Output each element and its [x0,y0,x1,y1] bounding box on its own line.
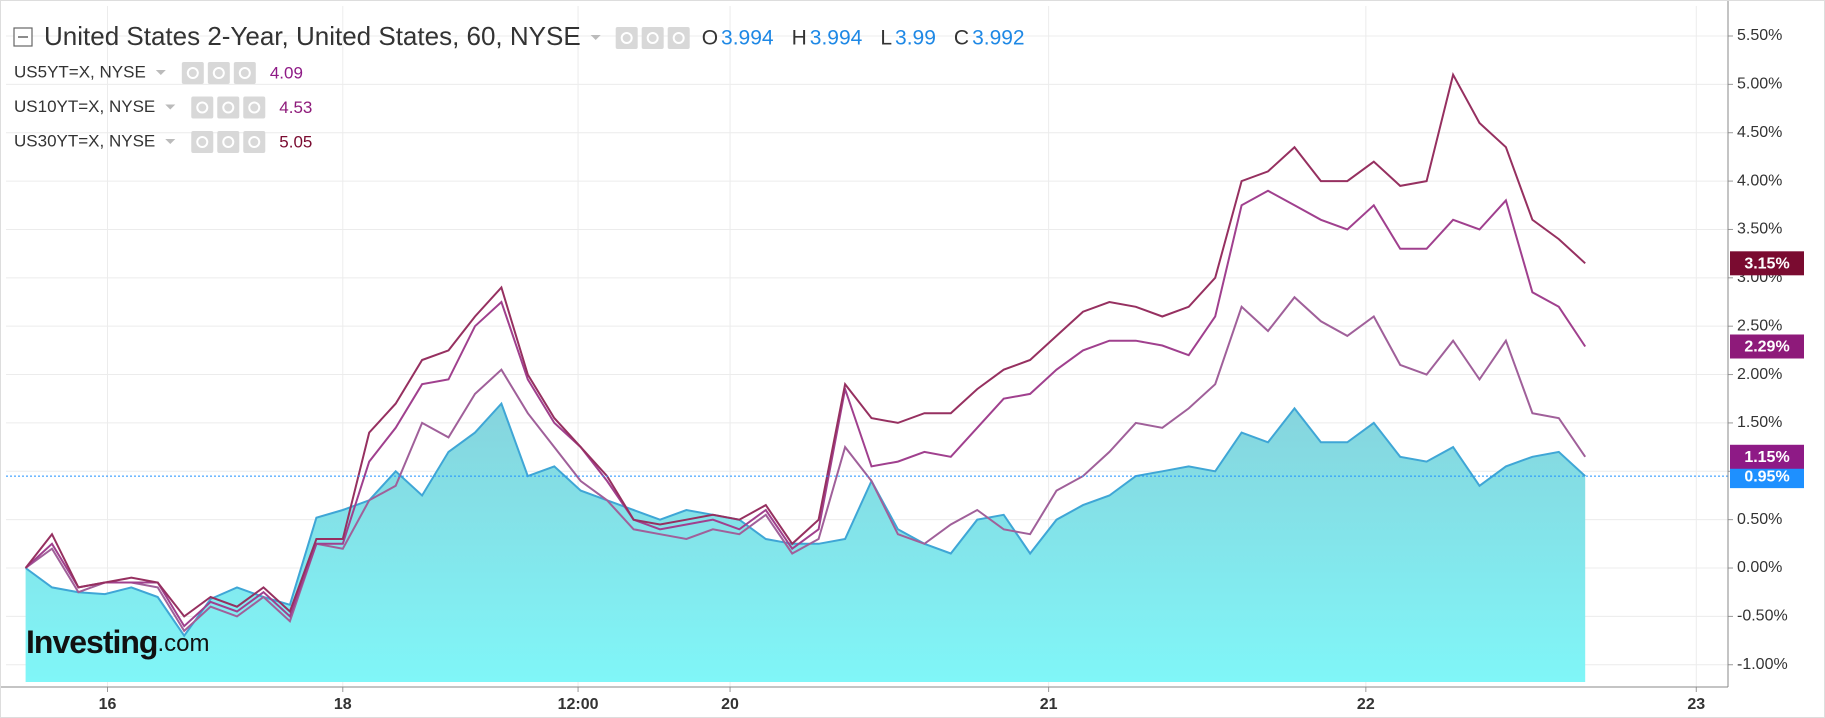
legend: United States 2-Year, United States, 60,… [13,21,1025,660]
price-badge [1730,251,1804,276]
legend-label: US30YT=X, NYSE [14,131,155,150]
y-tick-label: 5.00% [1737,76,1782,93]
x-tick-label: 20 [721,696,739,713]
dropdown-arrow[interactable] [590,35,601,40]
close-button[interactable] [243,96,266,119]
area [25,403,1586,682]
price-badge [1730,334,1804,359]
x-tick-label: 23 [1687,696,1705,713]
settings-button[interactable] [207,62,230,84]
line [25,295,1587,633]
ohlc-value: 3.994 [810,27,863,50]
watermark-brand: Investing [26,624,157,660]
legend-value: 4.53 [279,98,312,117]
dropdown-arrow[interactable] [165,139,176,144]
x-tick-label: 18 [334,696,352,713]
line [24,189,1587,628]
y-tick-label: 0.00% [1737,559,1782,576]
settings-button-icon [222,101,235,114]
ohlc-label: O [702,27,718,50]
price-badge-label: 3.15% [1744,256,1789,273]
y-tick-label: 1.50% [1737,414,1782,431]
price-badge-label: 2.29% [1744,339,1789,356]
price-badge-label: 1.15% [1744,449,1789,466]
y-tick-label: 3.50% [1737,221,1782,238]
eye-button[interactable] [191,96,214,119]
close-button-icon [672,32,685,44]
y-tick-label: 2.00% [1737,366,1782,383]
ohlc-value: 3.99 [895,27,936,50]
legend-value: 4.09 [270,63,303,82]
settings-button-icon [646,32,659,44]
close-button[interactable] [243,131,266,153]
y-tick-label: 0.50% [1737,511,1782,528]
price-badge [1730,444,1804,469]
y-tick-label: 4.00% [1737,172,1782,189]
eye-button-icon [620,32,633,44]
eye-button-icon [196,101,209,114]
eye-button-icon [196,136,209,148]
settings-button-icon [212,67,225,79]
ohlc-label: C [954,27,969,50]
settings-button[interactable] [217,131,240,153]
ohlc-value: 3.994 [721,27,774,50]
y-tick-label: 5.50% [1737,27,1782,44]
x-tick-label: 22 [1357,696,1375,713]
y-tick-label: -1.00% [1737,656,1788,673]
y-tick-label: 4.50% [1737,124,1782,141]
legend-value: 5.05 [279,132,312,151]
ohlc-value: 3.992 [972,27,1025,50]
chart-title: United States 2-Year, United States, 60,… [44,21,581,51]
area-line [25,401,1586,638]
ohlc-label: H [792,27,807,50]
watermark-suffix: .com [157,630,209,657]
price-badge-label: 0.95% [1744,468,1789,485]
settings-button[interactable] [217,96,240,119]
settings-button-icon [222,136,235,148]
dropdown-arrow[interactable] [155,70,166,75]
grid [6,6,1728,687]
plot-area [6,71,1728,682]
close-button-icon [248,136,261,148]
eye-button[interactable] [191,131,214,153]
y-tick-label: -0.50% [1737,608,1788,625]
close-button[interactable] [233,62,256,84]
legend-label: US5YT=X, NYSE [14,62,146,81]
legend-label: US10YT=X, NYSE [14,97,155,116]
y-tick-label: 2.50% [1737,317,1782,334]
eye-button-icon [186,67,199,79]
x-tick-label: 21 [1040,696,1058,713]
ohlc-label: L [880,27,892,50]
close-button[interactable] [667,27,690,49]
close-button-icon [248,101,261,114]
line [24,71,1586,618]
x-tick-label: 16 [99,696,117,713]
eye-button[interactable] [615,27,638,49]
x-tick-label: 12:00 [558,696,599,713]
close-button-icon [238,67,251,79]
eye-button[interactable] [181,62,204,84]
settings-button[interactable] [641,27,664,49]
dropdown-arrow[interactable] [165,104,176,110]
watermark: Investing.com [26,624,209,660]
